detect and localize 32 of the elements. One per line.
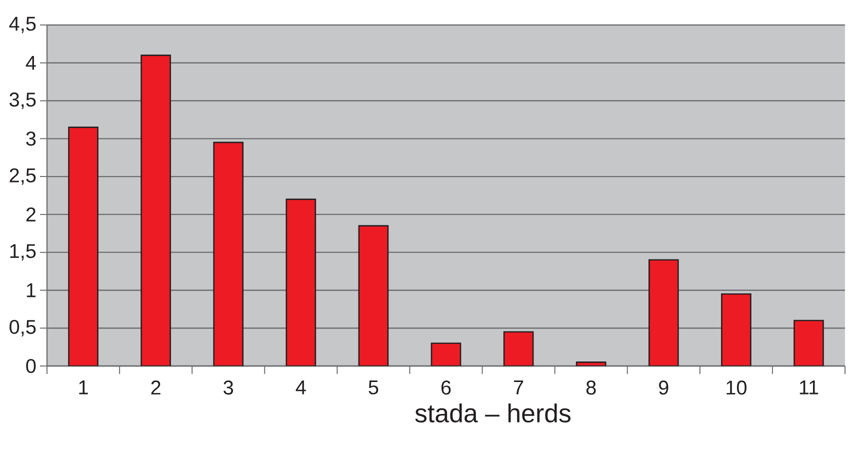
bar — [213, 142, 244, 366]
x-tick-label: 1 — [79, 380, 88, 394]
bar — [140, 54, 171, 366]
bar — [286, 198, 316, 366]
bar — [430, 342, 462, 366]
x-tick-label: 8 — [586, 380, 596, 395]
x-tick-label: 10 — [726, 380, 746, 395]
bar — [721, 293, 752, 366]
y-tick-label: 4 — [26, 56, 36, 70]
x-tick-label: 6 — [441, 380, 451, 395]
y-tick-label: 3 — [26, 132, 36, 146]
bar — [358, 225, 389, 366]
x-tick-label: 11 — [800, 380, 818, 394]
x-tick-label: 4 — [296, 380, 306, 394]
y-tick-label: 1 — [26, 283, 36, 298]
x-tick-label: 9 — [659, 380, 668, 395]
x-axis-title: stada – herds — [415, 403, 571, 422]
y-tick-label: 4,5 — [9, 16, 36, 34]
y-tick-label: 1,5 — [10, 244, 36, 260]
x-tick-label: 2 — [151, 380, 160, 394]
x-tick-label: 3 — [224, 380, 234, 395]
y-tick-label: 0,5 — [10, 320, 36, 336]
bar — [794, 320, 824, 366]
y-tick-label: 3,5 — [10, 92, 36, 110]
bar — [68, 126, 98, 366]
x-tick-label: 7 — [514, 380, 524, 394]
bar — [648, 259, 679, 366]
y-tick-label: 0 — [26, 358, 36, 374]
y-tick-label: 2 — [26, 207, 36, 222]
bar — [503, 331, 534, 366]
y-tick-label: 2,5 — [10, 168, 36, 185]
x-tick-label: 5 — [368, 380, 378, 394]
